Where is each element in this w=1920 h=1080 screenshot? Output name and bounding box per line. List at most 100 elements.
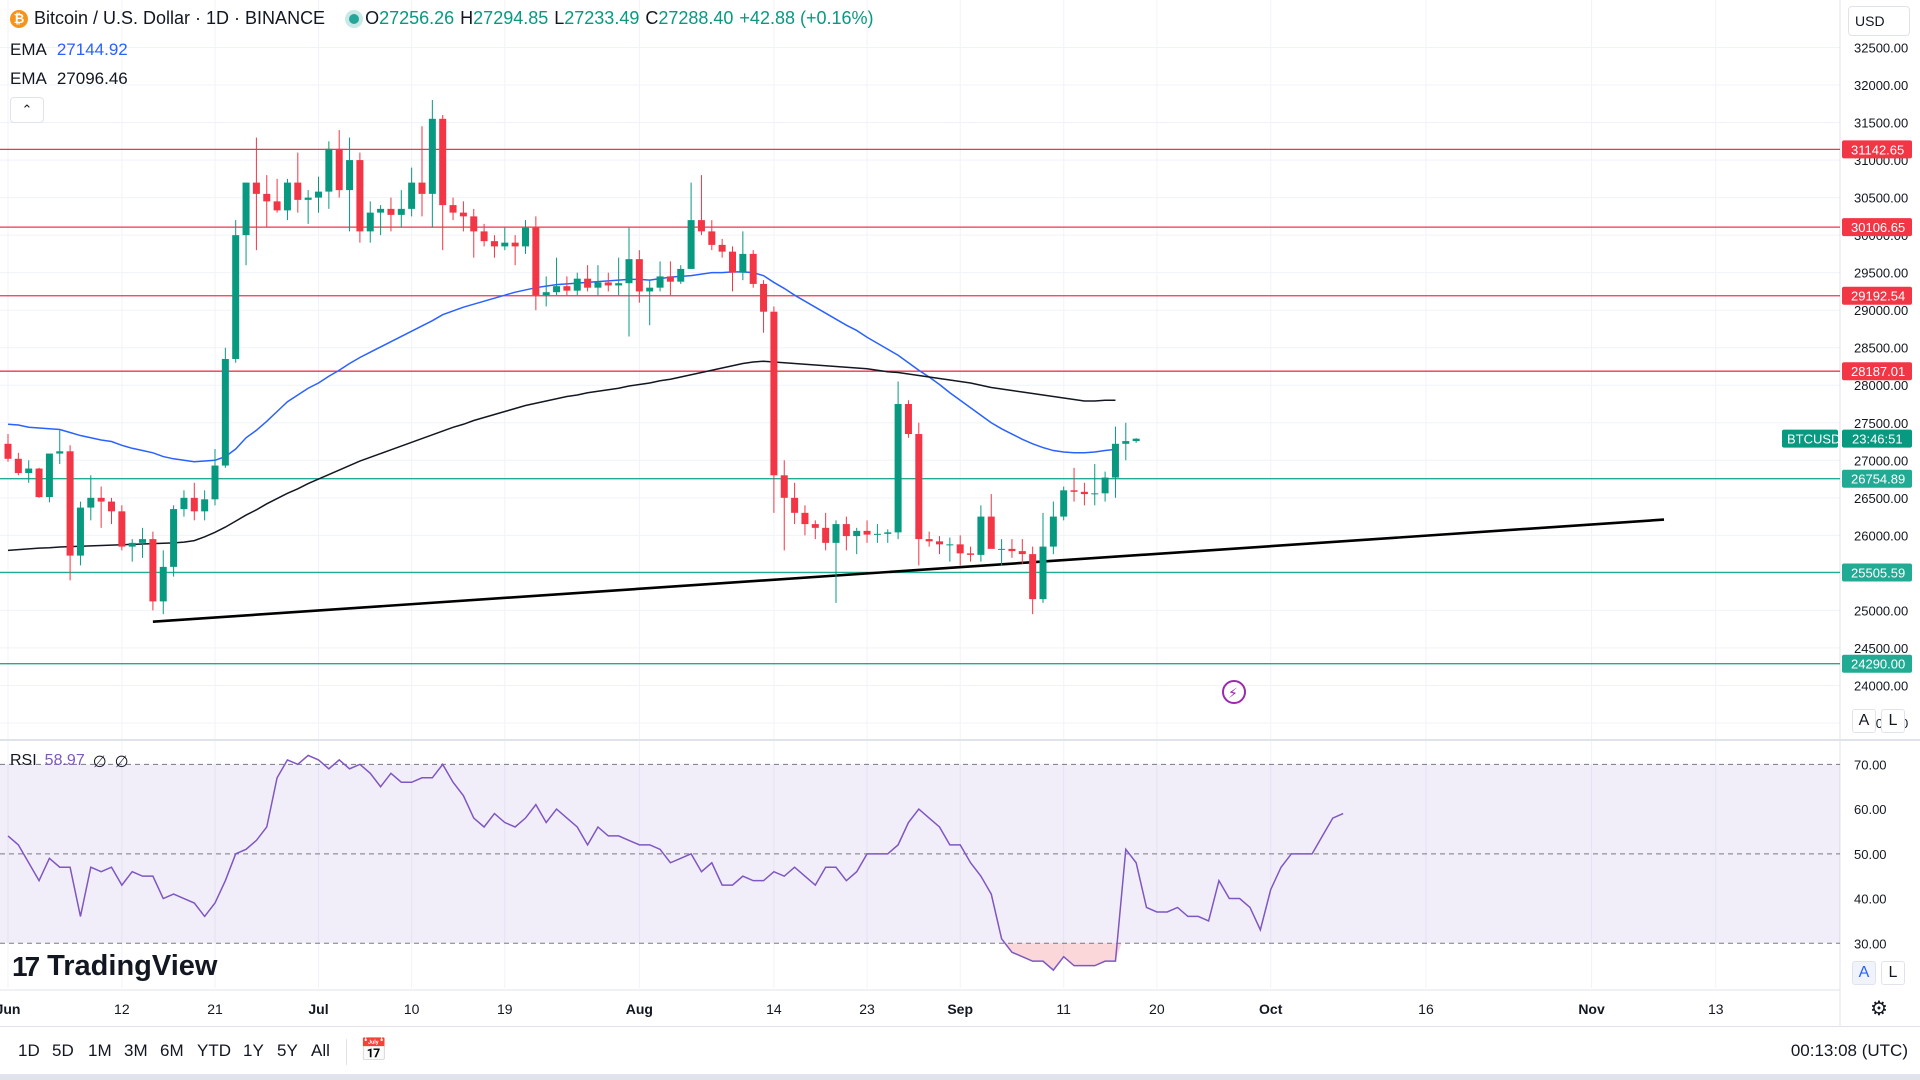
utc-clock[interactable]: 00:13:08 (UTC)	[1790, 1041, 1908, 1060]
price-tick-label: 24000.00	[1854, 678, 1908, 693]
symbol-legend: ₿ Bitcoin / U.S. Dollar · 1D · BINANCE O…	[10, 8, 880, 29]
range-3m[interactable]: 3M	[124, 1041, 148, 1060]
ema-lines	[7, 271, 1116, 552]
candle-body	[770, 311, 778, 476]
time-tick-label: 16	[1418, 1001, 1434, 1017]
time-tick-label: 20	[1149, 1001, 1165, 1017]
price-tick-label: 29000.00	[1854, 303, 1908, 318]
candle-body	[170, 509, 178, 567]
range-5d[interactable]: 5D	[52, 1041, 74, 1060]
candle-body	[915, 434, 923, 540]
log-scale-button[interactable]: L	[1881, 709, 1905, 733]
time-tick-label: Sep	[947, 1001, 973, 1017]
gear-icon[interactable]: ⚙	[1870, 998, 1888, 1020]
time-axis: Jun 12 21 Jul 10 19 Aug 14 23 Sep 11 20 Oct 16 Nov 13	[0, 1001, 1724, 1017]
candle-body	[677, 268, 685, 282]
time-tick-label: Aug	[626, 1001, 653, 1017]
candle-body	[563, 286, 571, 291]
rsi-auto-scale-button[interactable]: A	[1852, 961, 1876, 985]
candle-body	[273, 201, 281, 211]
ema1-label: EMA	[10, 40, 47, 59]
candle-body	[449, 205, 457, 213]
symbol-title[interactable]: Bitcoin / U.S. Dollar · 1D · BINANCE	[34, 8, 326, 28]
candle-body	[232, 235, 240, 359]
candle-body	[35, 468, 43, 498]
price-tick-label: 26000.00	[1854, 528, 1908, 543]
countdown-tag	[1842, 429, 1912, 448]
auto-scale-button[interactable]: A	[1852, 709, 1876, 733]
candle-body	[501, 242, 509, 247]
rsi-value: 58.97	[44, 752, 85, 769]
level-price-tag	[1842, 286, 1912, 305]
candle-body	[739, 253, 747, 273]
candle-body	[149, 539, 157, 602]
rsi-tick-label: 70.00	[1854, 757, 1887, 772]
candle-body	[604, 282, 612, 286]
candle-body	[252, 182, 260, 194]
candle-body	[635, 259, 643, 292]
candle-body	[242, 182, 250, 236]
time-tick-label: 23	[859, 1001, 875, 1017]
ema1-value: 27144.92	[56, 40, 128, 59]
rsi-tick-label: 30.00	[1854, 936, 1887, 951]
level-price-tag	[1842, 362, 1912, 381]
candle-body	[522, 227, 529, 247]
candle-body	[708, 231, 716, 245]
candle-body	[1091, 493, 1099, 495]
tradingview-logo[interactable]: 17 TradingView	[12, 950, 217, 983]
rsi-legend[interactable]: RSI 58.97 ∅ ∅	[10, 752, 137, 772]
ema-legend-2[interactable]: EMA 27096.46	[10, 69, 134, 89]
time-tick-label: 13	[1708, 1001, 1724, 1017]
bottom-toolbar: 1D 5D 1M 3M 6M YTD 1Y 5Y All 📅 00:13:08 …	[0, 1026, 1920, 1075]
candle-body	[760, 283, 768, 312]
range-6m[interactable]: 6M	[160, 1041, 184, 1060]
range-5y[interactable]: 5Y	[277, 1041, 298, 1060]
currency-select[interactable]: USD	[1848, 6, 1910, 36]
candle-body	[987, 516, 995, 549]
level-price-tag	[1842, 654, 1912, 673]
ema-50-line	[7, 271, 1116, 463]
candle-body	[221, 358, 229, 466]
candle-body	[294, 182, 302, 200]
level-price-label: 31142.65	[1851, 142, 1904, 157]
rsi-log-scale-button[interactable]: L	[1881, 961, 1905, 985]
rsi-label: RSI	[10, 752, 37, 769]
time-tick-label: 12	[114, 1001, 130, 1017]
time-tick-label: Jul	[308, 1001, 328, 1017]
range-1y[interactable]: 1Y	[243, 1041, 264, 1060]
candle-body	[387, 208, 395, 215]
range-ytd[interactable]: YTD	[197, 1041, 231, 1060]
lightning-icon	[1222, 680, 1246, 704]
ohlc-change: +42.88 (+0.16%)	[739, 8, 874, 28]
ohlc-close: 27288.40	[658, 8, 734, 28]
price-tick-label: 26500.00	[1854, 491, 1908, 506]
ema2-label: EMA	[10, 69, 47, 88]
ohlc-close-key: C	[645, 8, 659, 28]
range-1d[interactable]: 1D	[18, 1041, 40, 1060]
candle-body	[842, 524, 850, 537]
date-range-icon[interactable]: 📅	[360, 1037, 388, 1062]
candle-body	[542, 292, 550, 296]
candle-body	[304, 197, 312, 200]
collapse-legend-button[interactable]: ⌃	[10, 97, 44, 123]
range-1m[interactable]: 1M	[88, 1041, 112, 1060]
candle-body	[283, 182, 291, 211]
candle-body	[936, 541, 943, 545]
range-all[interactable]: All	[311, 1041, 330, 1060]
candle-body	[832, 524, 840, 543]
candle-body	[377, 208, 385, 213]
candles: ⚡	[4, 100, 1246, 704]
candle-body	[697, 220, 705, 232]
price-tick-label: 27000.00	[1854, 453, 1908, 468]
price-tick-label: 31500.00	[1854, 116, 1908, 131]
time-tick-label: Oct	[1259, 1001, 1283, 1017]
candle-body	[4, 443, 12, 459]
price-tick-label: 25000.00	[1854, 603, 1908, 618]
level-price-label: 24290.00	[1851, 657, 1905, 672]
candle-body	[884, 532, 892, 534]
ema-legend-1[interactable]: EMA 27144.92	[10, 40, 134, 60]
candle-body	[87, 497, 95, 508]
candle-body	[45, 453, 53, 498]
candle-body	[356, 160, 364, 232]
